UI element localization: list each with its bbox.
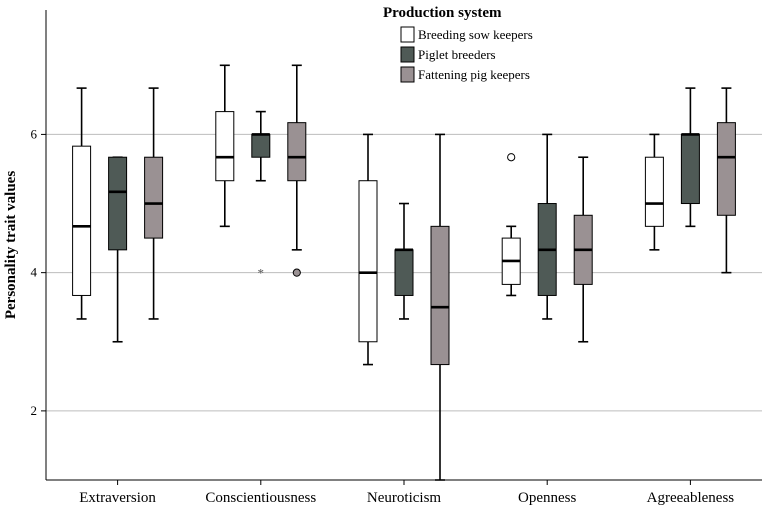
extreme-point: * bbox=[258, 266, 265, 281]
x-category-label: Neuroticism bbox=[367, 490, 441, 506]
outlier-point bbox=[507, 153, 516, 162]
legend-swatch bbox=[400, 66, 415, 83]
box-breeding-sow-keepers-conscientiousness bbox=[215, 64, 235, 228]
outlier-point bbox=[292, 268, 301, 277]
y-tick-label: 2 bbox=[31, 403, 38, 418]
y-tick-label: 4 bbox=[31, 265, 38, 280]
iqr-box bbox=[144, 156, 164, 239]
box-piglet-breeders-conscientiousness: * bbox=[251, 110, 271, 281]
iqr-box bbox=[72, 145, 92, 296]
box-fattening-pig-keepers-agreeableness bbox=[716, 87, 736, 274]
box-fattening-pig-keepers-openness bbox=[573, 156, 593, 343]
legend: Production system Breeding sow keepers Pi… bbox=[383, 5, 533, 83]
legend-entry-label: Fattening pig keepers bbox=[418, 67, 530, 82]
iqr-box bbox=[108, 156, 128, 251]
iqr-box bbox=[287, 122, 307, 182]
iqr-box bbox=[215, 111, 235, 182]
x-category-label: Conscientiousness bbox=[205, 490, 316, 506]
box-fattening-pig-keepers-neuroticism bbox=[430, 133, 450, 481]
legend-entry-label: Piglet breeders bbox=[418, 47, 496, 62]
iqr-box bbox=[358, 180, 378, 343]
x-category-label: Extraversion bbox=[79, 490, 156, 506]
y-tick-label: 6 bbox=[31, 126, 38, 141]
x-category-label: Agreeableness bbox=[647, 490, 735, 506]
iqr-box bbox=[716, 122, 736, 216]
iqr-box bbox=[644, 156, 664, 227]
x-category-label: Openness bbox=[518, 490, 576, 506]
legend-title: Production system bbox=[383, 5, 502, 21]
box-piglet-breeders-neuroticism bbox=[394, 202, 414, 320]
iqr-box bbox=[430, 225, 450, 366]
iqr-box bbox=[394, 249, 414, 296]
box-breeding-sow-keepers-neuroticism bbox=[358, 133, 378, 366]
box-fattening-pig-keepers-extraversion bbox=[144, 87, 164, 320]
legend-swatch bbox=[400, 46, 415, 63]
y-ticks: 2 4 6 bbox=[31, 126, 46, 418]
box-piglet-breeders-agreeableness bbox=[680, 87, 700, 228]
box-breeding-sow-keepers-agreeableness bbox=[644, 133, 664, 251]
box-fattening-pig-keepers-conscientiousness bbox=[287, 64, 307, 277]
legend-entry-label: Breeding sow keepers bbox=[418, 27, 533, 42]
box-piglet-breeders-openness bbox=[537, 133, 557, 320]
box-breeding-sow-keepers-openness bbox=[501, 153, 521, 297]
iqr-box bbox=[680, 133, 700, 205]
boxes: * bbox=[72, 64, 736, 481]
box-piglet-breeders-extraversion bbox=[108, 156, 128, 343]
iqr-box bbox=[251, 133, 271, 158]
y-axis-title: Personality trait values bbox=[3, 171, 19, 319]
x-category-labels: Extraversion Conscientiousness Neuroticism… bbox=[79, 480, 734, 506]
legend-swatch bbox=[400, 26, 415, 43]
box-breeding-sow-keepers-extraversion bbox=[72, 87, 92, 320]
